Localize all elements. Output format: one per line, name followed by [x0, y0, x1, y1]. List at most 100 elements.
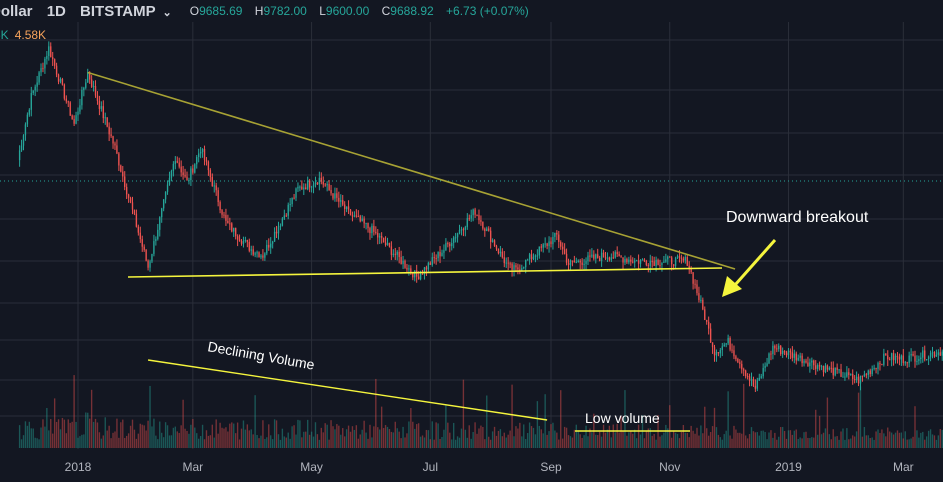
volume-bar: [297, 419, 299, 448]
volume-bar: [721, 439, 723, 448]
candle-body: [328, 184, 330, 190]
x-tick-label: Sep: [540, 460, 562, 474]
volume-value-a: 6K: [0, 28, 9, 42]
volume-bar: [587, 436, 589, 448]
candle-body: [322, 181, 324, 185]
candle-body: [451, 242, 453, 247]
volume-bar: [314, 422, 317, 448]
candle-body: [525, 259, 527, 268]
candle-body: [583, 263, 585, 265]
candle-body: [283, 215, 286, 219]
volume-bar: [410, 408, 412, 448]
candle-body: [394, 253, 396, 255]
timeframe[interactable]: 1D: [46, 2, 66, 20]
candle-body: [486, 228, 488, 232]
volume-bars: [18, 375, 943, 448]
candle-body: [649, 261, 651, 266]
candle-body: [219, 202, 221, 211]
candle-body: [575, 261, 577, 263]
volume-bar: [528, 422, 531, 448]
candle-body: [857, 376, 860, 384]
candle-body: [826, 365, 829, 370]
volume-bar: [499, 429, 502, 448]
candle-body: [554, 232, 556, 237]
candle-body: [233, 227, 235, 232]
candle-body: [227, 220, 229, 224]
candle-body: [46, 55, 48, 59]
candle-body: [595, 254, 597, 259]
volume-bar: [844, 439, 846, 448]
volume-bar: [746, 438, 749, 448]
candle-body: [579, 260, 581, 263]
candle-body: [299, 186, 301, 188]
volume-bar: [205, 430, 208, 448]
volume-bar: [221, 427, 223, 448]
candle-body: [560, 241, 562, 247]
volume-bar: [305, 431, 307, 448]
candle-body: [780, 345, 782, 354]
volume-bar: [707, 435, 710, 448]
volume-bar: [268, 424, 270, 448]
candle-body: [332, 193, 334, 199]
volume-bar: [750, 427, 753, 448]
volume-bar: [515, 426, 517, 448]
candle-body: [628, 259, 630, 263]
volume-bar: [628, 432, 630, 448]
candle-body: [528, 254, 531, 260]
volume-bar: [353, 429, 356, 448]
volume-bar: [367, 438, 369, 448]
candle-body: [400, 257, 402, 264]
volume-bar: [894, 432, 897, 448]
candle-body: [252, 249, 254, 255]
candle-body: [83, 87, 85, 91]
candle-body: [840, 369, 842, 377]
candle-body: [452, 237, 455, 243]
volume-bar: [764, 431, 766, 448]
candle-body: [883, 353, 885, 365]
symbol-block[interactable]: Dollar 1D BITSTAMP ⌄: [0, 3, 172, 20]
volume-bar: [766, 439, 768, 448]
candle-body: [34, 86, 36, 91]
volume-bar: [120, 422, 122, 448]
volume-bar: [34, 437, 36, 448]
chevron-down-icon[interactable]: ⌄: [162, 6, 172, 19]
candle-body: [937, 352, 940, 355]
candle-body: [565, 253, 568, 263]
candle-body: [355, 215, 358, 217]
candle-body: [924, 350, 926, 360]
volume-bar: [402, 426, 404, 448]
volume-bar: [431, 421, 433, 448]
volume-bar: [828, 434, 831, 448]
candle-body: [392, 253, 395, 255]
candle-body: [44, 58, 46, 69]
volume-bar: [419, 436, 422, 448]
close-value: 9688.92: [390, 4, 434, 18]
volume-bar: [345, 429, 348, 448]
volume-bar: [417, 423, 420, 448]
candle-body: [616, 252, 618, 255]
volume-bar: [133, 429, 136, 448]
candle-body: [711, 342, 714, 348]
candle-body: [71, 115, 73, 120]
volume-bar: [182, 399, 184, 448]
volume-bar: [565, 427, 568, 448]
candle-body: [330, 189, 332, 194]
candle-body: [431, 257, 433, 265]
candle-body: [491, 240, 494, 242]
volume-bar: [361, 429, 363, 448]
volume-bar: [818, 415, 821, 448]
candle-body: [318, 177, 321, 185]
volume-bar: [509, 430, 511, 448]
volume-bar: [287, 432, 289, 448]
volume-bar: [192, 419, 194, 448]
candle-body: [176, 161, 178, 163]
candle-body: [363, 218, 365, 224]
volume-bar: [597, 435, 599, 448]
volume-bar: [560, 390, 562, 448]
volume-bar: [439, 438, 441, 448]
volume-bar: [614, 432, 616, 448]
candle-body: [707, 321, 710, 329]
volume-bar: [441, 436, 443, 448]
volume-bar: [421, 435, 424, 448]
